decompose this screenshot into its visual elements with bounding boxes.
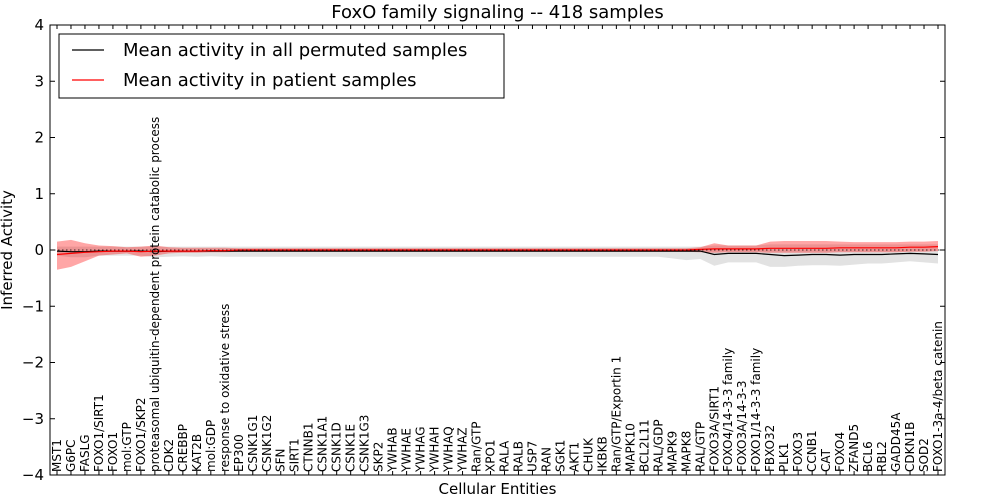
x-tick-label: CTNNB1 (302, 422, 316, 472)
x-axis-ticks: MST1 G6PC FASLG FOXO1/SIRT1 FOXO1 mol:GTP FOXO… (50, 25, 945, 475)
x-tick-label: USP7 (526, 441, 540, 472)
x-tick-label: ZFAND5 (847, 424, 861, 472)
x-tick-label: FOXO3 (791, 432, 805, 472)
x-tick-label: GADD45A (889, 412, 903, 472)
series-line-patient (56, 246, 939, 256)
x-tick-label: PLK1 (777, 443, 791, 472)
x-tick-label: YWHAZ (456, 427, 470, 473)
y-tick-label: 3 (34, 72, 44, 90)
x-tick-label: MST1 (50, 439, 64, 472)
x-tick-label: CSNK1D (330, 422, 344, 472)
x-tick-label: EP300 (232, 434, 246, 472)
x-tick-label: FOXO1/SIRT1 (92, 394, 106, 472)
x-tick-label: G6PC (64, 439, 78, 472)
x-tick-label: SFN (274, 449, 288, 473)
x-tick-label: FOXO3A/14-3-3 (735, 380, 749, 472)
x-tick-label: FOXO1-3a-4/beta catenin (931, 321, 945, 472)
x-tick-label: MAPK8 (679, 431, 693, 472)
x-axis-label: Cellular Entities (439, 480, 557, 498)
chart-title: FoxO family signaling -- 418 samples (331, 2, 663, 23)
y-tick-label: 0 (34, 241, 44, 259)
x-tick-label: mol:GDP (204, 420, 218, 472)
x-tick-label: CDK2 (162, 439, 176, 472)
plot-frame (49, 24, 946, 476)
x-tick-label: MAPK10 (623, 423, 637, 472)
x-tick-label: mol:GTP (120, 422, 134, 472)
x-tick-label: SIRT1 (288, 438, 302, 472)
x-tick-label: response to oxidative stress (218, 304, 232, 472)
x-tick-label: KAT2B (190, 434, 204, 472)
x-tick-label: YWHAG (414, 426, 428, 473)
x-tick-label: YWHAE (400, 428, 414, 473)
x-tick-label: SKP2 (372, 442, 386, 472)
x-tick-label: BCL6 (861, 441, 875, 472)
x-tick-label: CSNK1E (344, 424, 358, 472)
x-tick-label: FOXO1/SKP2 (134, 397, 148, 472)
x-tick-label: CSNK1A1 (316, 416, 330, 472)
x-tick-label: RALA (498, 440, 512, 472)
x-tick-label: RAL/GDP (651, 419, 665, 472)
y-tick-label: 2 (34, 129, 44, 147)
x-tick-label: YWHAB (386, 427, 400, 473)
x-tick-label: AKT1 (567, 442, 581, 472)
y-tick-label: 4 (34, 16, 44, 34)
legend-label-permuted: Mean activity in all permuted samples (123, 40, 467, 61)
x-tick-label: FASLG (78, 434, 92, 472)
x-tick-label: MAPK9 (665, 431, 679, 472)
x-tick-label: RAL/GTP (693, 422, 707, 472)
x-tick-label: SOD2 (917, 438, 931, 472)
x-tick-label: BCL2L11 (637, 419, 651, 472)
confidence-band-patient (57, 239, 938, 270)
x-tick-label: FOXO1/14-3-3 family (749, 348, 763, 472)
x-tick-label: Ran/GTP (470, 421, 484, 472)
x-tick-label: XPO1 (484, 439, 498, 472)
x-tick-label: RAN (539, 447, 553, 472)
x-tick-label: CREBBP (176, 424, 190, 472)
y-axis-label: Inferred Activity (0, 190, 16, 310)
x-tick-label: CHUK (581, 437, 595, 472)
series-lines (50, 246, 945, 257)
y-tick-label: 1 (34, 185, 44, 203)
y-tick-label: −1 (22, 297, 44, 315)
x-tick-label: FOXO4 (833, 432, 847, 472)
x-tick-label: CCNB1 (805, 430, 819, 472)
x-tick-label: FBXO32 (763, 425, 777, 472)
x-tick-label: FOXO3A/SIRT1 (707, 386, 721, 472)
legend-box (58, 33, 505, 99)
x-tick-label: YWHAH (428, 427, 442, 473)
legend: Mean activity in all permuted samples Me… (58, 33, 505, 99)
x-tick-label: IKBKB (595, 436, 609, 472)
x-tick-label: SGK1 (553, 440, 567, 472)
y-tick-label: −3 (22, 410, 44, 428)
x-tick-label: FOXO1 (106, 432, 120, 472)
x-tick-label: CDKN1B (903, 422, 917, 472)
x-tick-label: Ran/GTP/Exportin 1 (609, 356, 623, 472)
y-tick-label: −4 (22, 466, 44, 484)
x-tick-label: RBL2 (875, 441, 889, 472)
x-tick-label: RALB (512, 441, 526, 472)
legend-label-patient: Mean activity in patient samples (123, 70, 417, 91)
x-tick-label: CSNK1G3 (358, 415, 372, 472)
y-axis-ticks: −4 −3 −2 −1 0 1 2 3 4 (22, 16, 945, 484)
x-tick-label: proteasomal ubiquitin-dependent protein … (148, 117, 162, 472)
y-tick-label: −2 (22, 354, 44, 372)
x-tick-label: CAT (819, 448, 833, 472)
x-tick-label: YWHAQ (442, 426, 456, 473)
x-tick-label: CSNK1G2 (260, 415, 274, 472)
x-tick-label: CSNK1G1 (246, 415, 260, 472)
x-tick-label: FOXO4/14-3-3 family (721, 348, 735, 472)
